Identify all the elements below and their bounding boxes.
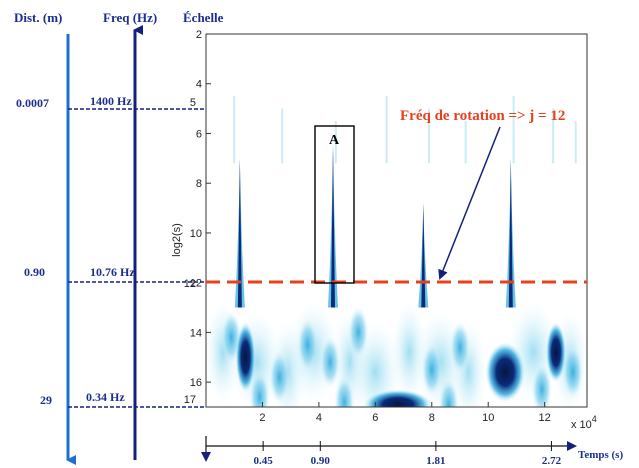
- time-tick-label: 1.81: [426, 455, 445, 467]
- plot-frame: [205, 33, 588, 408]
- energy-blob: [546, 322, 566, 383]
- time-axis: 0.45 0.90 1.81 2.72: [254, 441, 562, 467]
- ridge: [297, 318, 318, 371]
- rotation-annotation: Fréq de rotation => j = 12: [400, 108, 565, 124]
- y-tick-label: 6: [196, 128, 202, 140]
- header-scale: Échelle: [183, 10, 224, 25]
- x-multiplier: x 104: [571, 414, 597, 431]
- spike: [508, 158, 513, 308]
- x-tick-label: 12: [539, 412, 551, 424]
- y-tick-label: 10: [190, 228, 202, 240]
- freq-value: 1400 Hz: [90, 94, 132, 108]
- energy-blob: [485, 342, 525, 403]
- reference-row-1: 0.0007 1400 Hz 5: [16, 94, 206, 110]
- x-tick-label: 10: [482, 412, 494, 424]
- x-tick-label: 4: [316, 412, 322, 424]
- ridge: [334, 376, 355, 407]
- energy-blob: [235, 322, 256, 393]
- spike: [237, 158, 242, 308]
- y-tick-label: 4: [196, 79, 202, 91]
- x-tick-label: 8: [429, 412, 435, 424]
- spike: [331, 145, 335, 308]
- ridge: [269, 351, 290, 404]
- ridge: [438, 378, 459, 407]
- reference-row-3: 29 0.34 Hz 17: [40, 390, 206, 408]
- ridge: [421, 343, 442, 396]
- y-axis-label: log2(s): [171, 223, 183, 257]
- dist-value: 0.0007: [16, 96, 49, 110]
- ridge: [320, 336, 341, 389]
- y-tick-label: 2: [196, 29, 202, 41]
- ridge: [531, 363, 552, 407]
- ridge: [348, 306, 369, 359]
- header-freq: Freq (Hz): [103, 10, 157, 25]
- dist-value: 29: [40, 393, 52, 407]
- y-tick-label: 8: [196, 178, 202, 190]
- scale-value: 5: [190, 97, 196, 109]
- header-dist: Dist. (m): [14, 10, 62, 25]
- time-axis-label: Temps (s): [578, 449, 623, 461]
- reference-row-2: 0.90 10.76 Hz 12: [24, 265, 206, 290]
- ridge: [249, 371, 270, 407]
- time-tick-label: 0.45: [254, 455, 274, 467]
- box-a: [314, 125, 355, 284]
- x-tick-label: 2: [259, 412, 265, 424]
- y-tick-label: 12: [190, 278, 202, 290]
- y-tick-label: 14: [190, 327, 202, 339]
- x-tick-label: 6: [372, 412, 378, 424]
- dist-value: 0.90: [24, 265, 45, 279]
- energy-blob: [364, 389, 432, 407]
- box-a-label: A: [329, 133, 340, 148]
- annotation-arrow: [438, 126, 501, 280]
- scale-value: 17: [184, 394, 196, 406]
- y-axis: 2 4 6 8 10 12 14 16: [190, 29, 211, 389]
- time-tick-label: 2.72: [542, 455, 562, 467]
- x-axis: 2 4 6 8 10 12: [259, 402, 551, 424]
- scalogram: [206, 96, 587, 407]
- ridge: [562, 346, 583, 399]
- y-tick-label: 16: [190, 377, 202, 389]
- time-tick-label: 0.90: [311, 455, 331, 467]
- scale-value: 12: [184, 278, 196, 290]
- freq-value: 10.76 Hz: [90, 265, 135, 279]
- ridge: [450, 321, 470, 374]
- freq-value: 0.34 Hz: [86, 390, 125, 404]
